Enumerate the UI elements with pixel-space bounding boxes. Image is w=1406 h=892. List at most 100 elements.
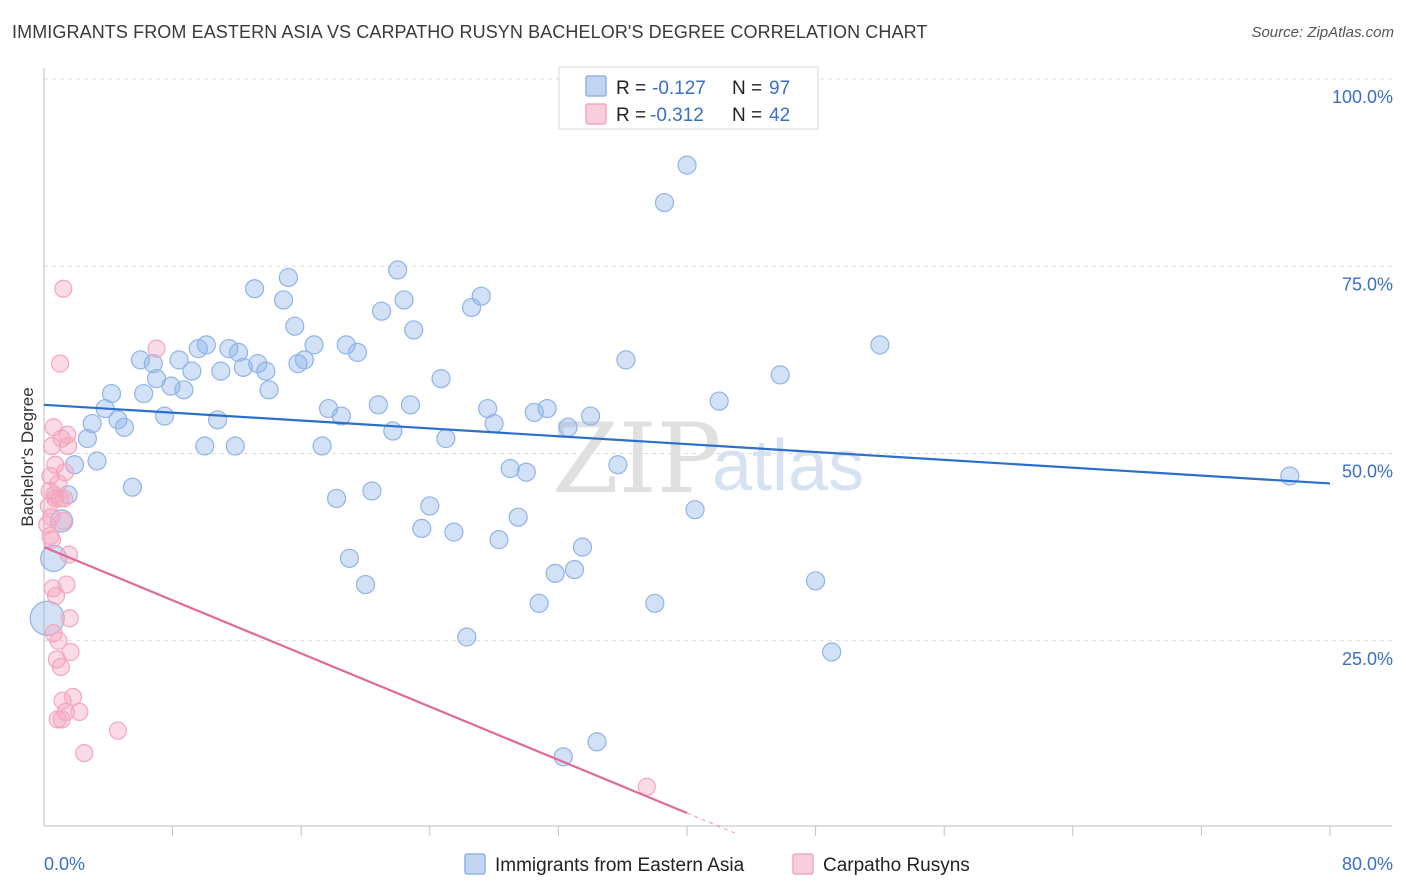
data-points [29, 106, 1300, 796]
point-eastern-asia [516, 462, 536, 482]
legend-swatch-eastern-asia [585, 75, 607, 97]
point-eastern-asia [294, 350, 315, 370]
point-eastern-asia [404, 320, 424, 340]
point-eastern-asia [500, 458, 520, 479]
point-carpatho-rusyns [61, 642, 80, 662]
point-carpatho-rusyns [49, 631, 68, 650]
point-eastern-asia [143, 354, 163, 374]
point-eastern-asia [312, 436, 332, 456]
point-eastern-asia [444, 522, 464, 542]
point-eastern-asia [677, 155, 697, 175]
point-eastern-asia [196, 335, 216, 355]
point-eastern-asia [64, 455, 85, 475]
point-eastern-asia [331, 406, 351, 426]
legend-r-value-carpatho-rusyns: -0.312 [650, 105, 704, 126]
point-eastern-asia [248, 354, 268, 374]
point-carpatho-rusyns [57, 575, 76, 594]
trend-line-eastern-asia [43, 403, 1331, 485]
point-eastern-asia [529, 593, 549, 613]
point-eastern-asia [336, 335, 356, 355]
point-eastern-asia [545, 563, 565, 583]
x-tick-max: 80.0% [1342, 854, 1393, 874]
point-eastern-asia [685, 500, 705, 520]
point-carpatho-rusyns [54, 511, 73, 531]
point-eastern-asia [161, 376, 181, 396]
point-carpatho-rusyns [46, 586, 66, 605]
point-eastern-asia [101, 383, 122, 404]
point-eastern-asia [211, 361, 231, 381]
point-eastern-asia [195, 436, 215, 456]
legend-n-value-carpatho-rusyns: 42 [769, 105, 790, 126]
point-eastern-asia [537, 398, 557, 419]
point-carpatho-rusyns [54, 279, 73, 298]
point-eastern-asia [805, 571, 826, 591]
point-eastern-asia [616, 350, 636, 370]
point-carpatho-rusyns [75, 743, 94, 763]
stats-legend: R = -0.127 N = 97 R = -0.312 N = 42 [558, 66, 819, 130]
point-eastern-asia [471, 286, 491, 306]
point-carpatho-rusyns [60, 609, 79, 628]
legend-r-label: R = [616, 78, 646, 99]
legend-label-eastern-asia: Immigrants from Eastern Asia [495, 855, 745, 876]
point-carpatho-rusyns [53, 691, 72, 710]
point-eastern-asia [587, 732, 607, 752]
chart-title: IMMIGRANTS FROM EASTERN ASIA VS CARPATHO… [12, 22, 928, 42]
point-eastern-asia [182, 361, 202, 381]
point-eastern-asia [431, 369, 451, 389]
point-eastern-asia [219, 339, 239, 359]
y-tick-label: 50.0% [1342, 462, 1393, 482]
point-eastern-asia [40, 544, 68, 572]
point-eastern-asia [400, 395, 421, 415]
point-eastern-asia [645, 593, 665, 613]
point-eastern-asia [77, 428, 98, 449]
point-eastern-asia [709, 391, 729, 411]
point-eastern-asia [130, 350, 151, 370]
point-eastern-asia [870, 335, 890, 355]
point-eastern-asia [134, 383, 154, 404]
point-eastern-asia [524, 402, 544, 422]
point-eastern-asia [278, 267, 298, 288]
source-credit: Source: ZipAtlas.com [1251, 24, 1394, 41]
trend-line-carpatho-rusyns [43, 546, 688, 815]
trend-line-carpatho-rusyns-extension [686, 812, 736, 834]
legend-label-carpatho-rusyns: Carpatho Rusyns [823, 855, 970, 876]
point-carpatho-rusyns [147, 339, 166, 358]
point-eastern-asia [87, 451, 107, 471]
point-eastern-asia [285, 316, 305, 336]
legend-swatch-eastern-asia [464, 853, 486, 875]
point-eastern-asia [368, 395, 388, 415]
point-eastern-asia [371, 301, 392, 321]
point-carpatho-rusyns [42, 508, 61, 527]
point-carpatho-rusyns [51, 657, 70, 677]
point-carpatho-rusyns [108, 721, 128, 740]
point-carpatho-rusyns [50, 489, 70, 508]
x-tick-min: 0.0% [44, 854, 85, 874]
point-eastern-asia [114, 417, 134, 437]
point-eastern-asia [208, 410, 228, 430]
point-eastern-asia [355, 574, 376, 595]
point-eastern-asia [420, 496, 440, 516]
point-eastern-asia [489, 530, 509, 550]
point-eastern-asia [259, 380, 279, 400]
point-carpatho-rusyns [41, 526, 60, 545]
point-eastern-asia [394, 290, 414, 310]
point-eastern-asia [822, 642, 842, 662]
point-eastern-asia [457, 627, 477, 647]
point-carpatho-rusyns [42, 436, 62, 456]
point-eastern-asia [362, 481, 382, 501]
point-eastern-asia [564, 559, 585, 580]
point-eastern-asia [169, 350, 189, 370]
point-carpatho-rusyns [50, 354, 70, 373]
series-legend: Immigrants from Eastern Asia Carpatho Ru… [464, 853, 970, 876]
point-eastern-asia [326, 488, 347, 509]
point-eastern-asia [484, 413, 504, 434]
legend-n-value-eastern-asia: 97 [769, 78, 790, 99]
legend-r-label: R = [616, 105, 646, 126]
point-eastern-asia [273, 290, 294, 310]
point-eastern-asia [558, 417, 578, 437]
y-tick-label: 100.0% [1332, 87, 1393, 107]
legend-r-value-eastern-asia: -0.127 [652, 78, 706, 99]
point-eastern-asia [82, 413, 102, 434]
legend-n-label: N = [732, 78, 762, 99]
